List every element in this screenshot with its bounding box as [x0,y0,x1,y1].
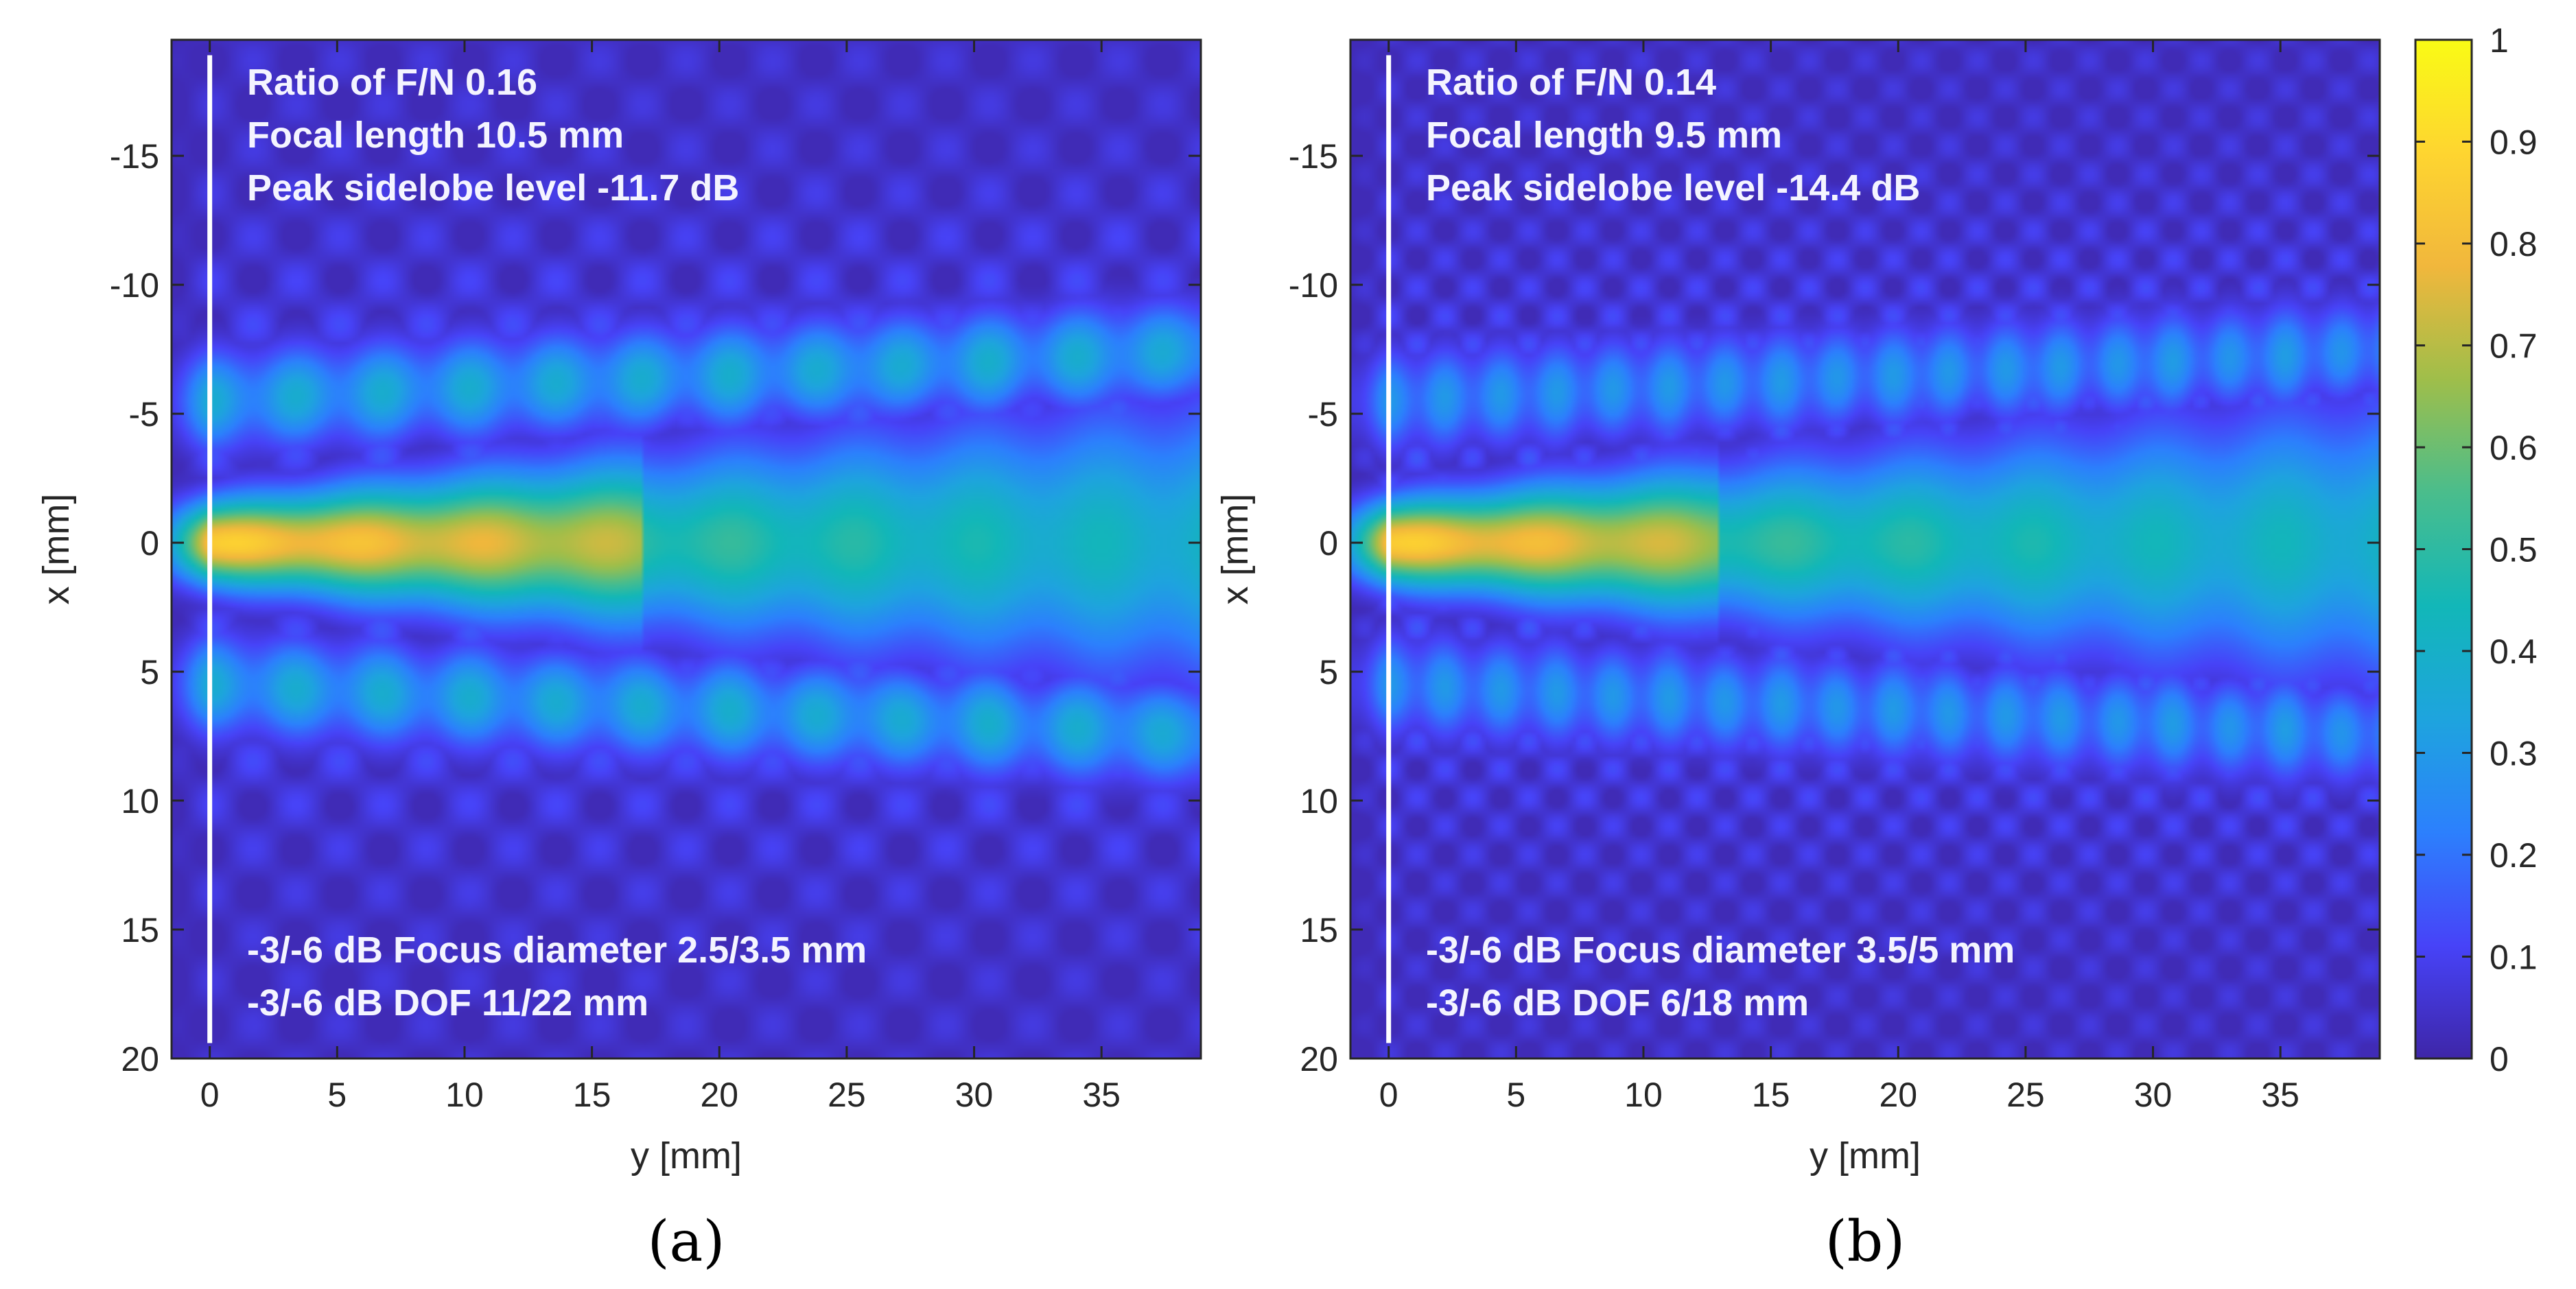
panel-a-xtick-label: 25 [828,1076,866,1114]
panel-b-ytick-label: 5 [1319,653,1338,691]
panel-b-ytick-label: 10 [1300,782,1338,820]
panel-a-xtick-label: 30 [955,1076,994,1114]
panel-b-axes-frame [1349,38,2381,1060]
panel-b-xtick-label: 15 [1752,1076,1790,1114]
colorbar-tick-label: 0.6 [2490,429,2538,467]
panel-a-xtick-label: 5 [327,1076,347,1114]
colorbar-tick-label: 0.5 [2490,531,2538,569]
panel-a-ytick-label: -5 [129,395,159,434]
panel-b-ytick-label: 0 [1319,524,1338,563]
panel-b-annotation-top-1: Focal length 9.5 mm [1426,115,1782,156]
panel-a-annotation-bottom-1: -3/-6 dB DOF 11/22 mm [247,982,648,1024]
panel-a-xtick-label: 15 [573,1076,611,1114]
panel-b-annotation-top-2: Peak sidelobe level -14.4 dB [1426,167,1920,209]
panel-a-ytick-label: -15 [110,137,159,176]
panel-a-annotation-top-0: Ratio of F/N 0.16 [247,62,537,103]
colorbar-tick-label: 0 [2490,1040,2509,1078]
panel-a-heatmap [172,40,1201,1059]
panel-b-xlabel: y [mm] [1810,1135,1921,1176]
colorbar-tick-label: 0.2 [2490,836,2538,875]
panel-b-xtick-label: 30 [2134,1076,2173,1114]
panel-a-annotation-top-1: Focal length 10.5 mm [247,115,624,156]
colorbar-tick-label: 0.7 [2490,327,2538,366]
panel-b-annotation-top-0: Ratio of F/N 0.14 [1426,62,1716,103]
panel-b-ytick-label: -15 [1289,137,1338,176]
panel-a-ytick-label: 15 [121,911,159,949]
panel-b-ytick-label: -10 [1289,266,1338,305]
colorbar: 0 0.1 0.2 0.3 0.4 0.5 0.6 0.7 0.8 0.9 1 [2414,21,2538,1078]
panel-b-ylabel: x [mm] [1215,494,1256,605]
panel-a-ytick-label: 0 [140,524,159,563]
panel-a-annotation-bottom-0: -3/-6 dB Focus diameter 2.5/3.5 mm [247,930,867,971]
panel-a-ylabel: x [mm] [36,494,77,605]
panel-a-xtick-label: 35 [1082,1076,1121,1114]
colorbar-tick-label: 0.9 [2490,123,2538,162]
panel-b-label: (b) [1825,1209,1905,1275]
panel-a-ytick-label: 20 [121,1040,159,1078]
panel-b-xtick-label: 10 [1624,1076,1663,1114]
colorbar-tick-label: 0.1 [2490,938,2538,977]
panel-b-ytick-label: -5 [1308,395,1338,434]
panel-b-xtick-label: 35 [2261,1076,2299,1114]
panel-b-heatmap [1350,40,2380,1059]
panel-a-xlabel: y [mm] [631,1135,742,1176]
panel-b-xtick-label: 25 [2006,1076,2045,1114]
panel-a-ytick-label: 10 [121,782,159,820]
colorbar-tick-label: 1 [2490,21,2509,60]
panel-a-ytick-label: 5 [140,653,159,691]
panel-b-ytick-label: 20 [1300,1040,1338,1078]
colorbar-tick-label: 0.3 [2490,735,2538,773]
panel-b-xtick-label: 0 [1379,1076,1398,1114]
panel-b: 0 5 10 15 20 25 30 35 -15 -10 -5 0 5 10 15 20 y [mm] x [m… [1215,38,2381,1275]
colorbar-tick-label: 0.8 [2490,225,2538,263]
panel-b-xtick-label: 20 [1879,1076,1917,1114]
panel-a-label: (a) [648,1209,725,1275]
colorbar-tick-label: 0.4 [2490,632,2538,671]
panel-b-annotation-bottom-0: -3/-6 dB Focus diameter 3.5/5 mm [1426,930,2015,971]
panel-a-xtick-label: 0 [200,1076,220,1114]
panel-a-xtick-label: 10 [445,1076,484,1114]
panel-a-annotation-top-2: Peak sidelobe level -11.7 dB [247,167,739,209]
panel-b-xtick-label: 5 [1506,1076,1525,1114]
panel-b-ytick-label: 15 [1300,911,1338,949]
panel-a: 0 5 10 15 20 25 30 35 -15 -10 -5 0 5 10 15 20 y [mm] x [m… [36,38,1202,1275]
panel-a-axes-frame [170,38,1202,1060]
panel-a-xtick-label: 20 [700,1076,738,1114]
panel-b-annotation-bottom-1: -3/-6 dB DOF 6/18 mm [1426,982,1809,1024]
panel-a-ytick-label: -10 [110,266,159,305]
